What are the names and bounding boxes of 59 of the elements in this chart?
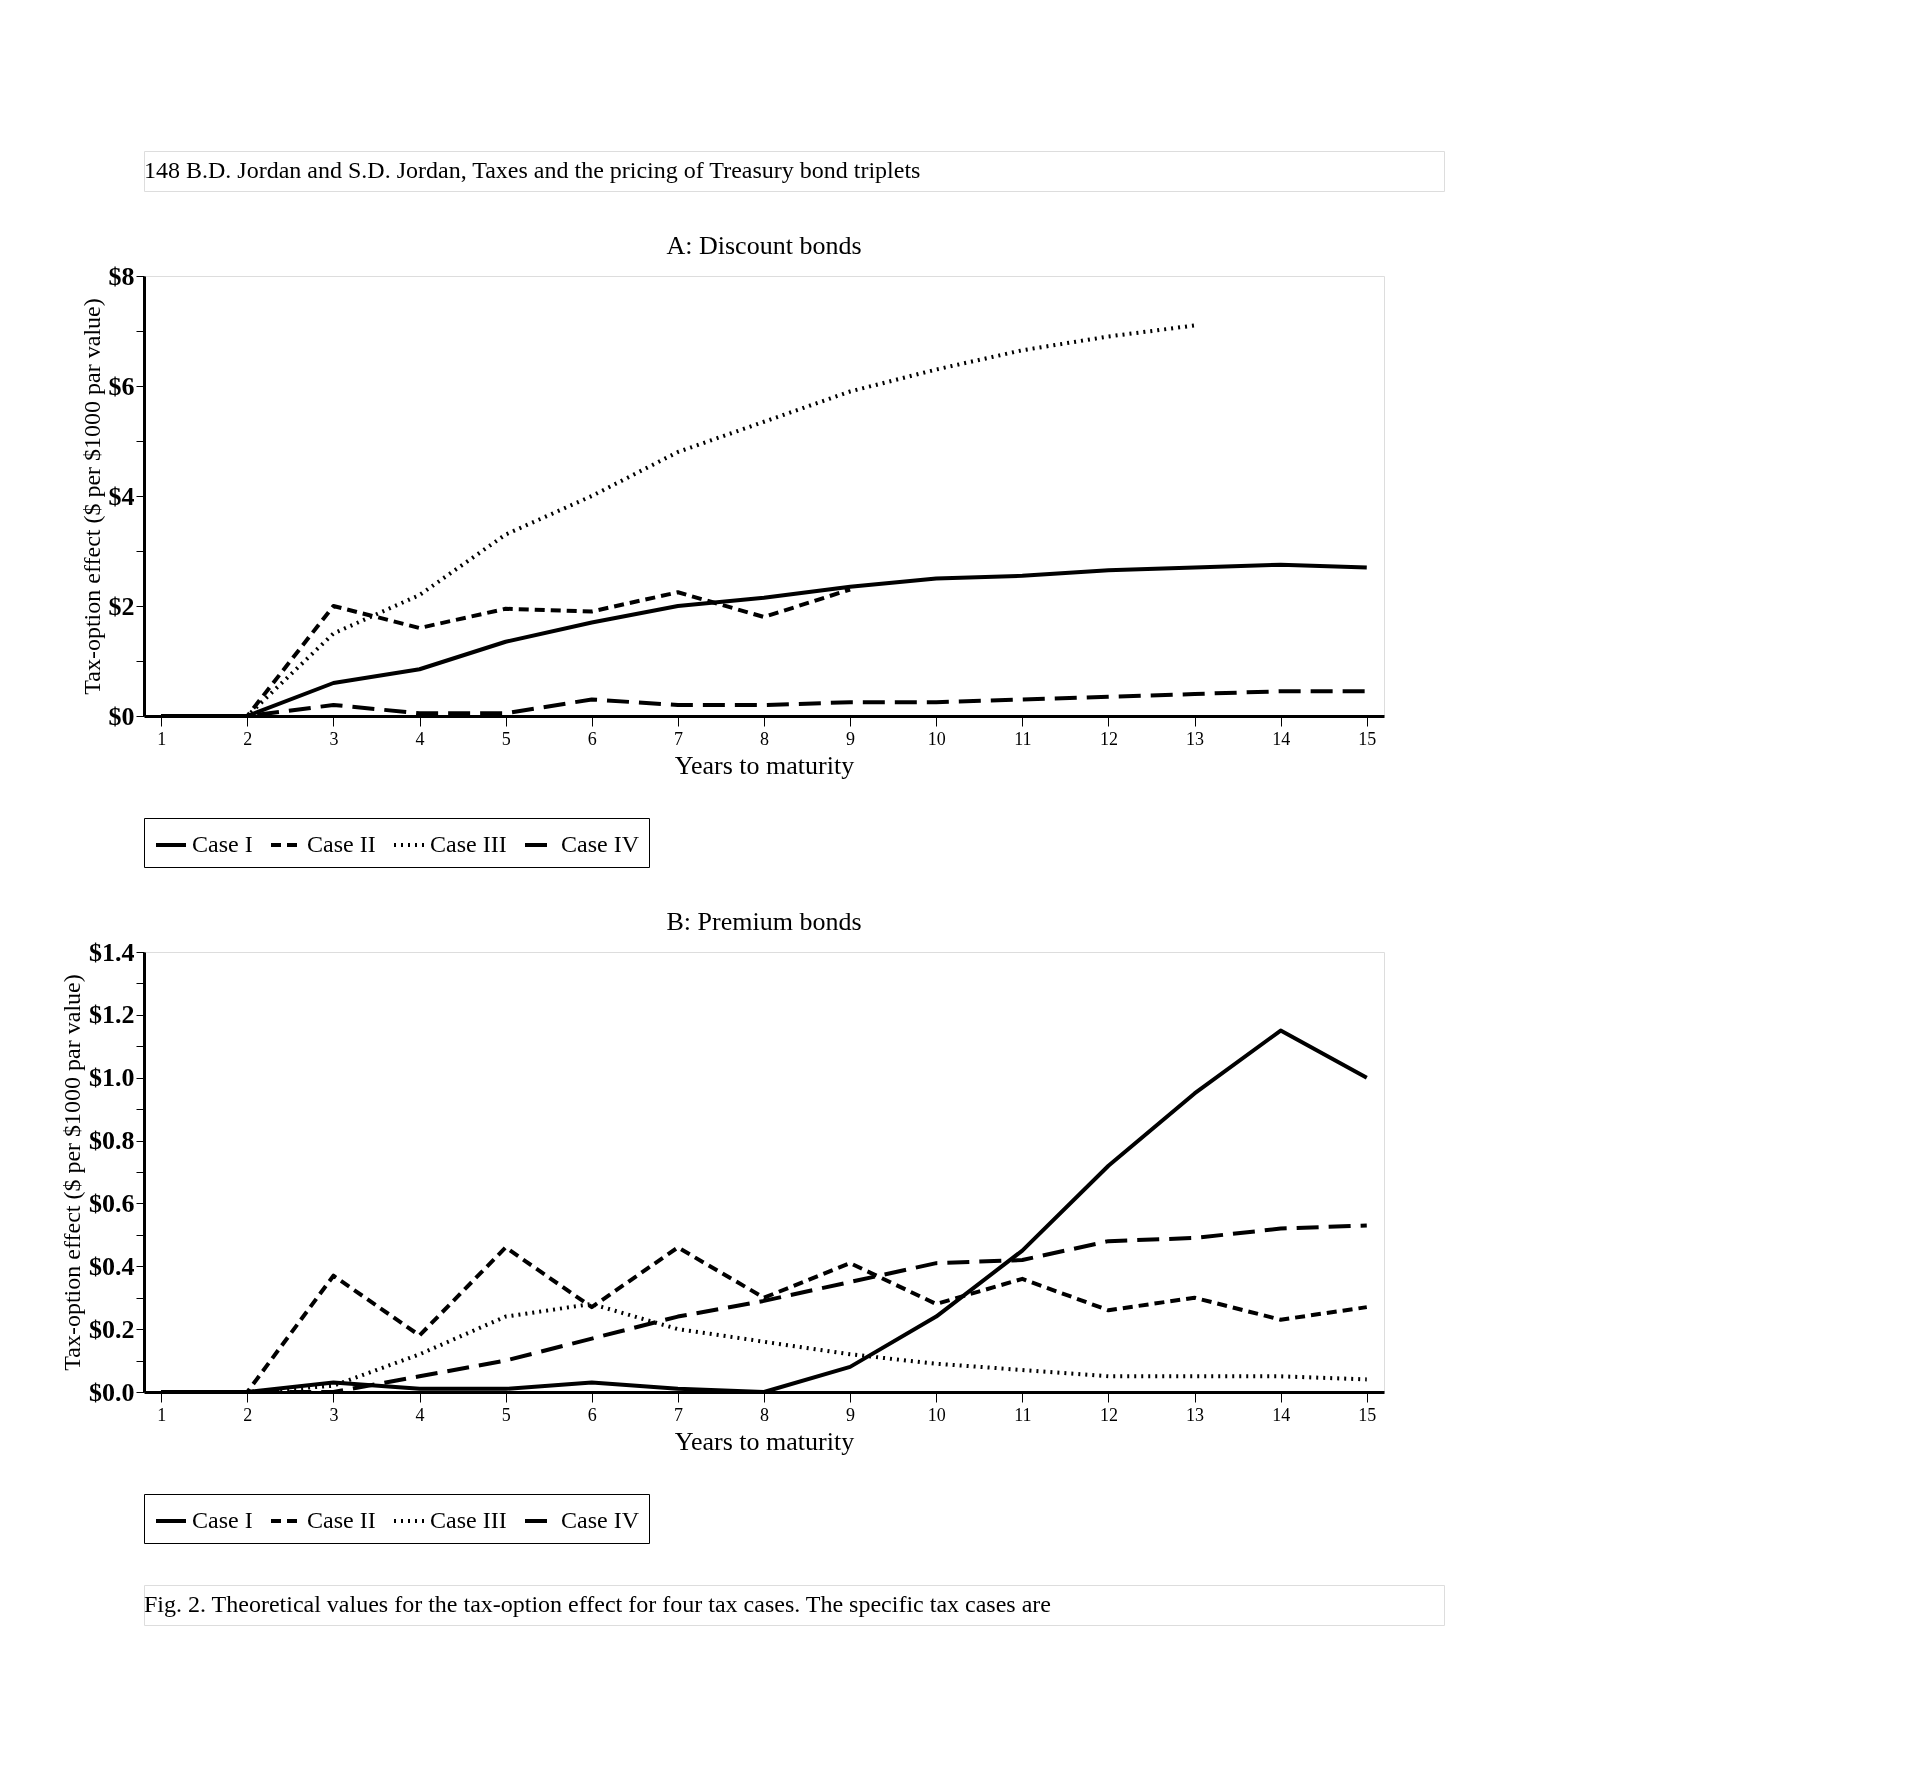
x-tick-label: 2: [243, 1404, 253, 1425]
y-tick-label: $2: [108, 591, 135, 621]
x-axis-title: Years to maturity: [674, 750, 855, 780]
x-tick-label: 10: [927, 728, 946, 749]
x-tick-label: 13: [1186, 728, 1205, 749]
x-tick-label: 12: [1099, 1404, 1118, 1425]
x-tick-label: 10: [927, 1404, 946, 1425]
y-tick-label: $6: [108, 371, 135, 401]
x-tick-label: 9: [846, 1404, 856, 1425]
y-tick-label: $1.4: [89, 937, 135, 967]
y-tick-label: $1.0: [89, 1063, 135, 1093]
x-tick-label: 3: [329, 728, 339, 749]
x-tick-label: 4: [415, 728, 425, 749]
y-tick-label: $0: [108, 701, 135, 731]
x-tick-label: 5: [501, 728, 511, 749]
x-tick-label: 9: [846, 728, 856, 749]
y-tick-label: $8: [108, 261, 135, 291]
x-tick-label: 8: [760, 728, 769, 749]
caption: Fig. 2. Theoretical values for the tax-option effect for four tax cases. The specific tax cases are: [144, 1591, 1051, 1617]
legend-label: Case III: [430, 831, 507, 857]
y-tick-label: $0.4: [89, 1251, 135, 1281]
x-tick-label: 11: [1014, 1404, 1032, 1425]
x-tick-label: 5: [501, 1404, 511, 1425]
legend-label: Case I: [192, 831, 253, 857]
legend-label: Case II: [307, 1507, 376, 1533]
y-tick-label: $0.6: [89, 1188, 135, 1218]
x-tick-label: 8: [760, 1404, 769, 1425]
x-tick-label: 1: [157, 728, 167, 749]
x-tick-label: 14: [1272, 1404, 1291, 1425]
x-tick-label: 3: [329, 1404, 339, 1425]
x-tick-label: 1: [157, 1404, 167, 1425]
y-tick-label: $0.8: [89, 1126, 135, 1156]
text: 148 B.D. Jordan and S.D. Jordan, Taxes and the pricing of Treasury bond triplets: [144, 157, 921, 183]
legend-label: Case I: [192, 1507, 253, 1533]
x-tick-label: 6: [587, 728, 597, 749]
y-axis-title: Tax-option effect ($ per $1000 par value): [59, 974, 85, 1371]
x-tick-label: 13: [1186, 1404, 1205, 1425]
legend-label: Case II: [307, 831, 376, 857]
y-tick-label: $0.2: [89, 1314, 135, 1344]
x-tick-label: 6: [587, 1404, 597, 1425]
x-tick-label: 4: [415, 1404, 425, 1425]
x-axis-title: Years to maturity: [674, 1426, 855, 1456]
y-axis-title: Tax-option effect ($ per $1000 par value): [78, 298, 105, 695]
legend-label: Case IV: [561, 1507, 640, 1533]
x-tick-label: 2: [243, 728, 253, 749]
x-tick-label: 14: [1272, 728, 1291, 749]
chart-title: B: Premium bonds: [666, 907, 862, 936]
x-tick-label: 7: [673, 1404, 683, 1425]
y-tick-label: $0.0: [89, 1377, 135, 1407]
y-tick-label: $1.2: [89, 1000, 135, 1030]
legend-label: Case IV: [561, 831, 640, 857]
legend-label: Case III: [430, 1507, 507, 1533]
x-tick-label: 15: [1358, 728, 1377, 749]
x-tick-label: 12: [1099, 728, 1118, 749]
y-tick-label: $4: [108, 481, 135, 511]
x-tick-label: 15: [1358, 1404, 1377, 1425]
x-tick-label: 7: [673, 728, 683, 749]
x-tick-label: 11: [1014, 728, 1032, 749]
chart-title: A: Discount bonds: [666, 231, 862, 260]
